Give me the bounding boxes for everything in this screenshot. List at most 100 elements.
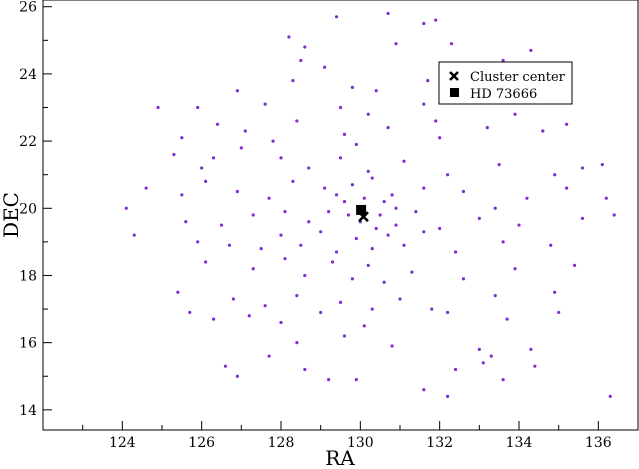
y-tick-label: 26 [19,0,37,16]
data-point [580,166,585,170]
data-point [219,223,224,227]
data-point [279,320,283,325]
data-point [390,344,394,348]
y-tick-label: 22 [19,134,37,150]
data-point [529,48,533,52]
data-point [267,354,271,358]
data-point [215,122,220,126]
data-point [295,341,299,345]
data-point [394,206,398,210]
data-point [394,42,398,46]
legend-square-icon [450,88,459,97]
data-point [374,89,378,93]
data-point [184,220,188,224]
data-point [354,378,358,382]
data-point [501,240,505,244]
data-point [505,317,509,321]
data-point [251,213,255,217]
data-point [342,334,347,338]
data-point [319,230,323,234]
data-point [156,105,160,110]
data-point [279,156,283,160]
x-tick-label: 134 [506,435,533,451]
data-point [517,223,521,227]
data-point [124,206,128,210]
data-point [410,270,414,274]
data-point [271,139,275,143]
data-point [263,102,267,106]
data-point [461,277,466,281]
data-point [327,378,331,382]
data-point [350,85,354,89]
data-point [386,11,390,16]
x-tick-label: 128 [268,435,295,451]
data-point [235,189,239,194]
data-point [362,196,366,200]
data-point [608,394,612,399]
axis-ticks: 124 126 128 130 132 134 136 14 16 18 20 22 24 26 [19,0,612,451]
data-point [180,136,184,140]
data-point [390,193,394,197]
data-point [346,213,351,217]
data-point [338,300,343,304]
data-point [449,42,454,46]
data-point [299,243,303,247]
data-point [204,260,208,264]
data-point [327,210,331,214]
data-point [600,163,604,167]
x-tick-label: 126 [188,435,215,451]
data-point [549,243,553,247]
legend-x-icon [449,71,459,81]
y-tick-label: 18 [19,268,37,284]
data-point [422,21,426,26]
legend-label-cluster-center: Cluster center [470,70,566,85]
data-point [370,307,374,311]
plot-frame [42,0,639,431]
data-point [422,186,426,190]
data-point [553,173,557,177]
data-point [438,226,442,231]
data-point [565,186,569,190]
data-point [382,280,386,284]
data-point [513,112,517,116]
data-point [279,233,283,237]
y-axis-title: DEC [0,192,23,238]
data-point [211,156,216,160]
data-point [196,105,200,110]
data-point [370,176,374,180]
data-point [461,189,466,194]
special-markers [356,204,369,223]
data-point [422,388,426,392]
data-point [172,152,176,157]
data-point [477,347,481,351]
data-point [342,132,347,136]
data-point [235,89,239,93]
data-point [307,166,311,170]
data-point [604,196,608,200]
data-point [489,354,493,358]
hd73666-marker [356,204,367,215]
data-point [267,196,271,200]
data-point [533,364,537,368]
data-point [239,146,243,150]
data-point [565,122,569,126]
data-point [501,378,505,382]
data-point [557,310,561,315]
x-tick-label: 132 [426,435,453,451]
x-axis-title: RA [325,446,355,469]
y-tick-label: 16 [19,336,37,352]
data-point [323,186,327,190]
data-point [132,233,136,237]
data-point [291,79,295,83]
data-point [204,179,208,184]
data-point [493,206,497,210]
data-point [330,260,335,264]
data-point [501,58,505,63]
legend-box [438,61,573,105]
data-point [307,220,311,224]
legend-label-hd73666: HD 73666 [470,87,537,102]
data-point [235,374,239,378]
y-tick-label: 24 [19,67,37,83]
data-point [350,277,354,281]
data-point [338,156,343,160]
